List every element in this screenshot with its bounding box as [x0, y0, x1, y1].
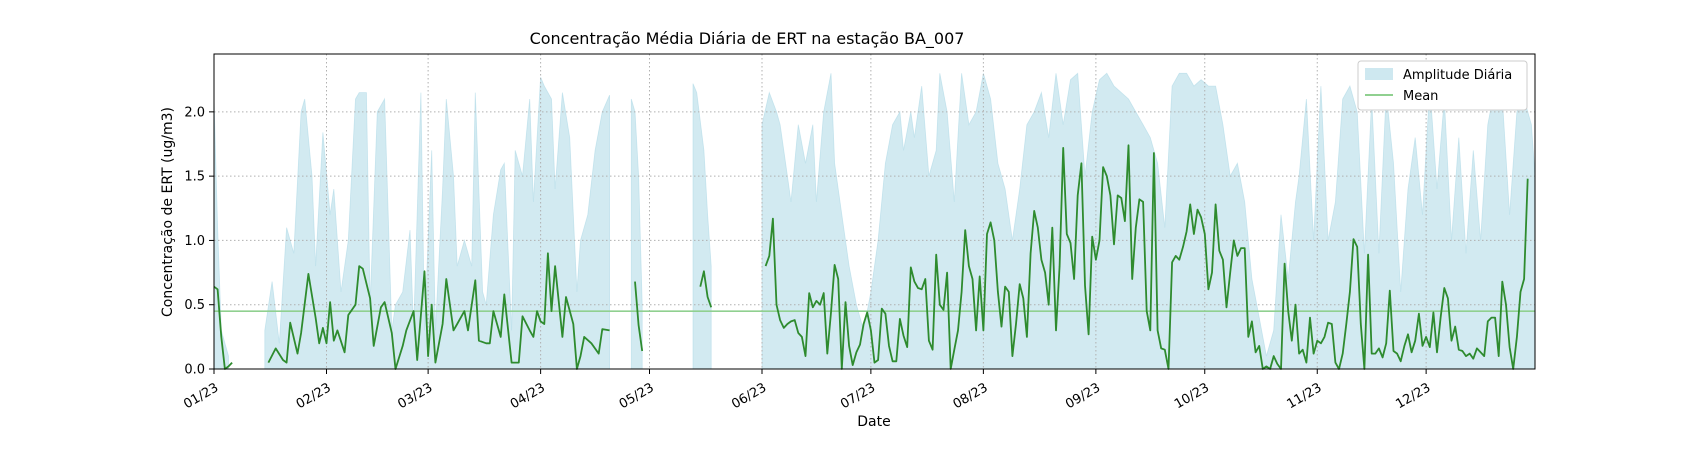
- daily-mean-segment-5: [764, 144, 1529, 370]
- daily-mean-segment-4: [699, 270, 713, 308]
- legend: Amplitude Diária Mean: [1357, 60, 1528, 111]
- y-tick-label: 2.0: [184, 105, 205, 120]
- amplitude-band-segment-4: [692, 83, 712, 370]
- x-tick-label: 11/23: [1285, 380, 1325, 412]
- daily-mean-series-layer: [213, 144, 1529, 370]
- legend-mean-label: Mean: [1403, 89, 1438, 104]
- x-tick-label: 10/23: [1172, 380, 1212, 412]
- plot-frame: [213, 53, 1536, 370]
- x-tick-label: 01/23: [181, 380, 221, 412]
- legend-band-label: Amplitude Diária: [1403, 68, 1512, 83]
- legend-band-swatch: [1365, 68, 1393, 80]
- x-tick-label: 04/23: [508, 380, 548, 412]
- x-tick-label: 12/23: [1393, 380, 1433, 412]
- daily-mean-segment-1: [213, 285, 233, 370]
- x-tick-label: 05/23: [617, 380, 657, 412]
- x-tick-label: 02/23: [294, 380, 334, 412]
- x-tick-label: 09/23: [1063, 380, 1103, 412]
- x-axis-label: Date: [857, 414, 890, 430]
- y-axis-label: Concentração de ERT (ug/m3): [160, 107, 176, 317]
- daily-mean-segment-2: [267, 252, 610, 370]
- y-tick-label: 1.5: [184, 170, 205, 185]
- legend-frame: [1357, 60, 1528, 111]
- y-tick-label: 1.0: [184, 234, 205, 249]
- amplitude-band-segment-3: [630, 98, 643, 370]
- x-tick-label: 08/23: [951, 380, 991, 412]
- chart-title: Concentração Média Diária de ERT na esta…: [530, 29, 965, 49]
- x-axis-ticks: 01/23 02/23 03/23 04/23 05/23 06/23 07/23 08/23…: [181, 369, 1433, 412]
- y-tick-label: 0.5: [184, 298, 205, 313]
- daily-mean-segment-3: [634, 281, 644, 352]
- y-axis-ticks: 0.0 0.5 1.0 1.5 2.0: [184, 105, 214, 378]
- x-tick-label: 07/23: [838, 380, 878, 412]
- y-tick-label: 0.0: [184, 363, 205, 378]
- amplitude-band-layer: [213, 72, 1536, 370]
- x-tick-label: 03/23: [395, 380, 435, 412]
- x-tick-label: 06/23: [729, 380, 769, 412]
